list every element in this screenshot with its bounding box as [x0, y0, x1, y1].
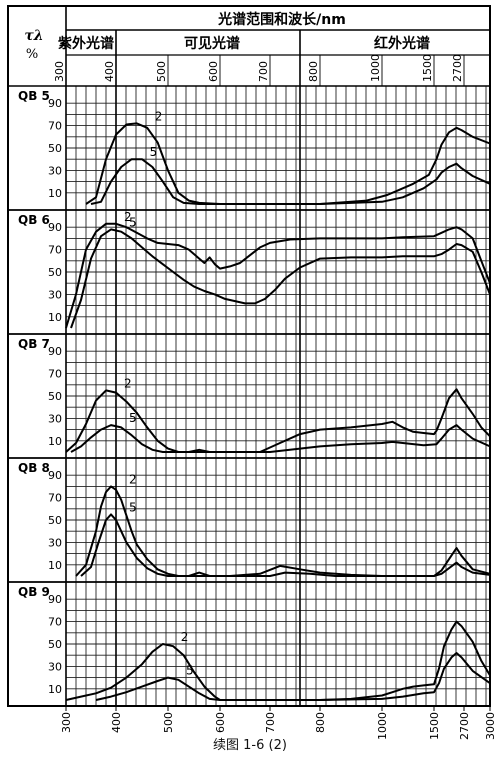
y-tick-label: 50	[48, 390, 62, 403]
series-line-5	[70, 424, 491, 453]
bottom-tick-label: 3000	[484, 712, 497, 740]
y-tick-label: 90	[48, 469, 62, 482]
top-tick-label: 700	[257, 61, 270, 82]
y-tick-label: 30	[48, 164, 62, 177]
series-label-5: 5	[129, 500, 137, 514]
bottom-tick-label: 700	[264, 712, 277, 733]
y-tick-label: 30	[48, 412, 62, 425]
panel-label: QB 9	[18, 585, 50, 599]
ylabel-unit: %	[26, 47, 38, 62]
bottom-tick-label: 800	[314, 712, 327, 733]
series-line-5	[70, 228, 491, 329]
y-tick-label: 10	[48, 683, 62, 696]
series-line-5	[80, 513, 491, 577]
series-label-5: 5	[150, 145, 158, 159]
top-tick-label: 1500	[421, 54, 434, 82]
series-line-5	[95, 652, 491, 701]
top-tick-label: 300	[53, 61, 66, 82]
series-line-2	[65, 388, 491, 453]
y-tick-label: 90	[48, 345, 62, 358]
header-title: 光谱范围和波长/nm	[217, 11, 346, 28]
y-tick-label: 50	[48, 514, 62, 527]
bottom-tick-label: 500	[162, 712, 175, 733]
panel-label: QB 8	[18, 461, 50, 475]
y-tick-label: 70	[48, 616, 62, 629]
series-label-2: 2	[124, 210, 132, 224]
panel-label: QB 7	[18, 337, 50, 351]
header-layer: τλ % 光谱范围和波长/nm 紫外光谱 可见光谱 红外光谱	[24, 11, 430, 62]
top-tick-label: 2700	[451, 54, 464, 82]
top-tick-label: 1000	[369, 54, 382, 82]
series-label-2: 2	[181, 630, 189, 644]
bottom-tick-label: 1000	[376, 712, 389, 740]
ylabel-symbol: τλ	[24, 28, 43, 44]
bottom-tick-label: 1500	[428, 712, 441, 740]
region-label-uv: 紫外光谱	[58, 35, 114, 52]
top-tick-label: 600	[207, 61, 220, 82]
series-label-2: 2	[155, 109, 163, 123]
figure-caption: 续图 1-6 (2)	[213, 738, 287, 753]
series-line-5	[90, 158, 491, 205]
grid-layer	[66, 86, 490, 706]
y-tick-label: 30	[48, 288, 62, 301]
panel-label: QB 6	[18, 213, 50, 227]
outer-frame	[7, 5, 491, 707]
y-tick-label: 70	[48, 244, 62, 257]
y-tick-label: 50	[48, 266, 62, 279]
y-tick-label: 90	[48, 221, 62, 234]
bottom-tick-label: 600	[214, 712, 227, 733]
frame-layer	[7, 5, 491, 707]
y-tick-label: 90	[48, 97, 62, 110]
series-label-5: 5	[129, 411, 137, 425]
y-tick-label: 30	[48, 536, 62, 549]
y-tick-label: 50	[48, 142, 62, 155]
y-tick-label: 70	[48, 120, 62, 133]
y-tick-label: 90	[48, 593, 62, 606]
y-tick-label: 30	[48, 660, 62, 673]
region-label-infrared: 红外光谱	[374, 35, 430, 52]
top-tick-label: 800	[307, 61, 320, 82]
series-line-2	[65, 222, 491, 329]
y-tick-label: 10	[48, 311, 62, 324]
panel-label: QB 5	[18, 89, 50, 103]
series-label-5: 5	[129, 215, 137, 229]
y-tick-label: 10	[48, 435, 62, 448]
series-label-2: 2	[124, 376, 132, 390]
y-tick-label: 10	[48, 559, 62, 572]
bottom-tick-label: 300	[60, 712, 73, 733]
bottom-tick-label: 2700	[458, 712, 471, 740]
y-tick-label: 70	[48, 492, 62, 505]
series-line-2	[75, 485, 491, 577]
series-label-2: 2	[129, 472, 137, 486]
y-tick-label: 10	[48, 187, 62, 200]
region-label-visible: 可见光谱	[184, 35, 240, 52]
top-tick-label: 400	[103, 61, 116, 82]
bottom-tick-label: 400	[110, 712, 123, 733]
y-tick-label: 70	[48, 368, 62, 381]
y-tick-label: 50	[48, 638, 62, 651]
top-tick-label: 500	[155, 61, 168, 82]
series-label-5: 5	[186, 664, 194, 678]
